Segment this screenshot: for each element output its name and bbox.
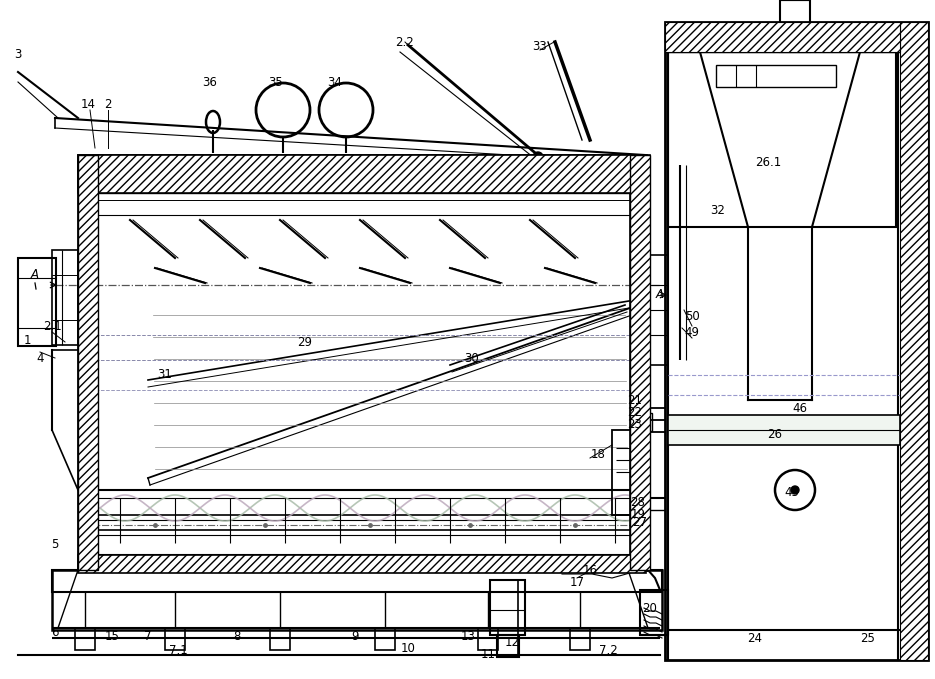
Text: 22: 22 — [627, 407, 642, 420]
Text: 11: 11 — [481, 648, 496, 661]
Text: 4: 4 — [36, 352, 44, 365]
Text: 30: 30 — [465, 352, 480, 365]
Circle shape — [791, 486, 799, 494]
Text: A: A — [31, 268, 39, 282]
Text: 19: 19 — [630, 509, 645, 521]
Bar — [612, 430, 634, 515]
Text: 18: 18 — [591, 449, 606, 462]
Text: 5: 5 — [51, 538, 59, 551]
Text: 3: 3 — [14, 48, 22, 62]
Text: 1: 1 — [23, 333, 31, 346]
Circle shape — [533, 152, 543, 162]
Bar — [52, 570, 662, 592]
Text: 12: 12 — [505, 636, 520, 650]
Bar — [478, 628, 498, 650]
Bar — [643, 408, 649, 433]
Text: 9: 9 — [352, 629, 359, 642]
Text: 2.1: 2.1 — [43, 320, 62, 333]
Text: 2: 2 — [104, 98, 112, 111]
Text: 25: 25 — [860, 631, 875, 644]
Text: 2.2: 2.2 — [396, 35, 414, 48]
Text: 35: 35 — [268, 75, 283, 88]
Text: 33: 33 — [533, 41, 547, 54]
Bar — [78, 155, 646, 570]
Text: 13: 13 — [461, 629, 475, 642]
Text: 6: 6 — [51, 627, 59, 640]
Bar — [665, 22, 928, 660]
Bar — [650, 255, 668, 365]
Text: 15: 15 — [105, 629, 120, 642]
Text: 49: 49 — [684, 325, 699, 339]
Text: 28: 28 — [630, 496, 645, 509]
Bar — [570, 628, 590, 650]
Text: 24: 24 — [747, 631, 763, 644]
Text: 32: 32 — [711, 204, 726, 217]
Bar — [780, 0, 810, 52]
Bar — [490, 580, 525, 635]
Text: 7: 7 — [144, 629, 151, 642]
Text: 50: 50 — [684, 310, 699, 323]
Bar — [78, 555, 646, 573]
Bar — [640, 590, 668, 635]
Text: 26: 26 — [768, 428, 783, 441]
Text: 26.1: 26.1 — [755, 156, 781, 170]
Text: 20: 20 — [642, 602, 657, 614]
Bar — [52, 250, 78, 345]
Bar — [668, 415, 900, 445]
Bar — [52, 570, 662, 630]
Bar — [640, 413, 652, 431]
Text: 46: 46 — [793, 401, 808, 414]
Text: 7.1: 7.1 — [168, 644, 187, 657]
Bar — [165, 628, 185, 650]
Bar — [630, 155, 650, 570]
Text: 21: 21 — [627, 394, 642, 407]
Bar — [630, 155, 650, 570]
Text: 16: 16 — [583, 564, 597, 576]
Bar — [375, 628, 395, 650]
Text: 29: 29 — [297, 337, 312, 350]
Text: 27: 27 — [632, 515, 648, 528]
Bar — [75, 628, 95, 650]
Bar — [665, 22, 900, 52]
Text: 8: 8 — [234, 629, 240, 642]
Bar — [270, 628, 290, 650]
Text: 17: 17 — [569, 576, 584, 589]
Bar — [900, 22, 928, 660]
Bar — [78, 155, 646, 193]
Bar — [668, 52, 896, 227]
Bar — [716, 65, 836, 87]
Bar — [78, 155, 98, 570]
Text: 7.2: 7.2 — [598, 644, 617, 657]
Text: A: A — [656, 289, 664, 301]
Bar — [18, 258, 56, 346]
Text: 45: 45 — [784, 486, 799, 500]
Text: 23: 23 — [627, 418, 642, 431]
Text: 14: 14 — [80, 98, 95, 111]
Text: 34: 34 — [327, 75, 342, 88]
Text: 31: 31 — [158, 369, 172, 382]
Text: 10: 10 — [400, 642, 415, 655]
Text: 36: 36 — [203, 75, 218, 88]
Bar — [497, 635, 519, 657]
